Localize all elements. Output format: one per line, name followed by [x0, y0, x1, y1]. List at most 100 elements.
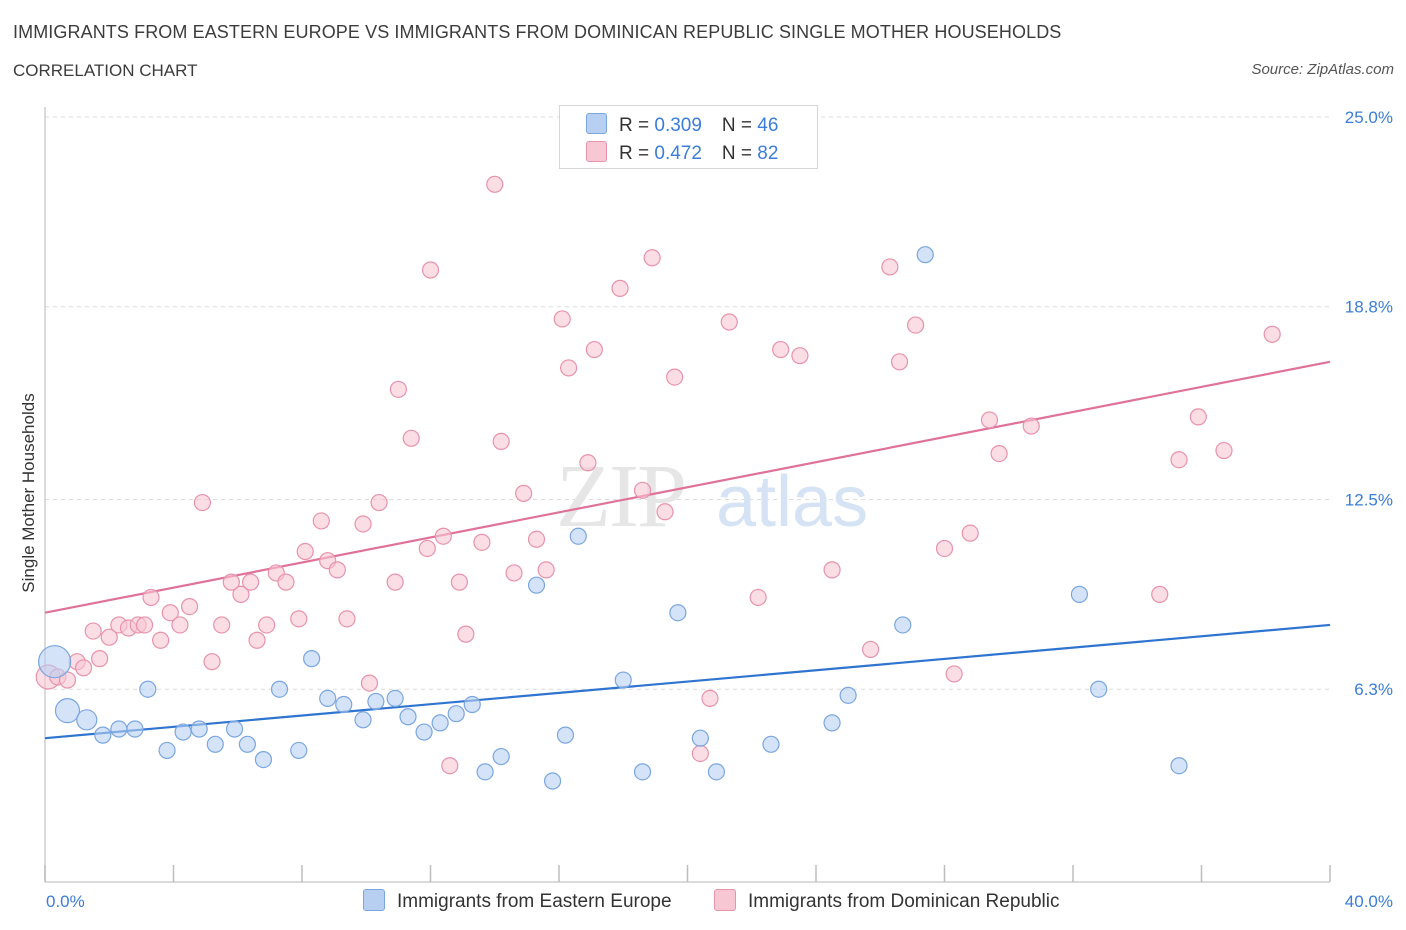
dominican-republic-point — [945, 665, 963, 683]
eastern-europe-point — [633, 763, 652, 781]
eastern-europe-point — [1170, 757, 1188, 775]
y-axis-title: Single Mother Households — [19, 393, 38, 592]
eastern-europe-point — [669, 604, 687, 622]
eastern-europe-point — [691, 729, 709, 747]
blue-swatch — [363, 889, 385, 911]
dominican-republic-point — [277, 573, 295, 591]
r-value: 0.309 — [654, 115, 702, 136]
dominican-republic-point — [862, 640, 880, 659]
x-tick-label: 40.0% — [1345, 892, 1393, 911]
dominican-republic-point — [791, 347, 809, 365]
source-label: Source: ZipAtlas.com — [1251, 61, 1394, 78]
eastern-europe-point — [174, 723, 192, 741]
y-tick-label: 25.0% — [1345, 108, 1393, 127]
dominican-republic-point — [91, 650, 109, 668]
dominican-republic-point — [492, 432, 510, 450]
dominican-republic-point — [772, 340, 790, 359]
eastern-europe-point — [556, 726, 575, 744]
y-tick-label: 6.3% — [1354, 680, 1393, 699]
dominican-republic-point — [180, 597, 199, 616]
dominican-republic-point — [457, 625, 475, 643]
blue-swatch — [586, 113, 607, 134]
dominican-republic-point — [248, 631, 266, 649]
y-tick-label: 18.8% — [1345, 298, 1393, 317]
dominican-republic-point — [142, 588, 160, 607]
eastern-europe-point — [543, 772, 562, 790]
eastern-europe-point — [463, 695, 481, 714]
n-label: N = — [721, 143, 758, 164]
tick-labels: 6.3% 12.5% 18.8% 25.0% 0.0% 40.0% — [46, 108, 1393, 911]
pink-swatch — [586, 141, 607, 162]
eastern-europe-point — [367, 692, 385, 711]
eastern-europe-point — [335, 695, 353, 714]
dominican-republic-point — [1170, 451, 1188, 469]
eastern-europe-point — [94, 726, 112, 744]
dominican-republic-point — [656, 503, 674, 521]
dominican-republic-point — [560, 359, 578, 377]
legend-item-dominican-republic: Immigrants from Dominican Republic — [714, 889, 1060, 913]
eastern-europe-point — [614, 671, 632, 689]
dominican-republic-point — [579, 454, 597, 472]
eastern-europe-point — [158, 741, 176, 760]
dominican-republic-point — [193, 493, 212, 512]
dominican-republic-trend-line — [44, 360, 1331, 614]
dominican-republic-point — [296, 542, 314, 561]
eastern-europe-point — [431, 714, 449, 732]
dominican-republic-point — [434, 527, 452, 545]
eastern-europe-point — [707, 763, 726, 781]
dominican-republic-point — [242, 573, 260, 591]
eastern-europe-point — [139, 680, 157, 698]
stats-legend: R = 0.309 N = 46 R = 0.472 N = 82 — [559, 105, 818, 169]
watermark: ZIP atlas — [556, 447, 868, 546]
dominican-republic-point — [643, 249, 661, 267]
dominican-republic-point — [328, 561, 346, 579]
legend-label: Immigrants from Dominican Republic — [748, 891, 1060, 912]
y-tick-label: 12.5% — [1345, 491, 1393, 510]
dominican-republic-point — [527, 530, 546, 548]
dominican-republic-point — [720, 313, 738, 331]
eastern-europe-point — [415, 723, 433, 741]
dominican-republic-point — [881, 258, 899, 276]
eastern-europe-point — [270, 680, 289, 698]
eastern-europe-point — [319, 689, 337, 708]
trend-lines — [44, 360, 1331, 740]
dominican-republic-point — [370, 493, 388, 512]
dominican-republic-point — [890, 353, 909, 371]
eastern-europe-point — [569, 527, 587, 545]
dominican-republic-point — [418, 539, 436, 558]
eastern-europe-point — [126, 720, 144, 738]
r-value: 0.472 — [654, 143, 702, 164]
dominican-republic-point — [633, 481, 652, 499]
eastern-europe-point — [206, 735, 224, 753]
dominican-republic-point — [486, 175, 504, 193]
grid-lines — [45, 116, 1330, 690]
dominican-republic-point — [961, 524, 979, 542]
eastern-europe-point — [38, 645, 72, 679]
dominican-republic-point — [161, 604, 179, 622]
dominican-republic-point — [749, 588, 767, 607]
dominican-republic-point — [74, 659, 93, 677]
dominican-republic-point — [338, 610, 356, 628]
eastern-europe-point — [823, 714, 841, 732]
axes — [44, 107, 1331, 883]
eastern-europe-point — [254, 750, 273, 769]
dominican-republic-point — [1151, 585, 1169, 603]
eastern-europe-point — [303, 650, 321, 668]
dominican-republic-point — [100, 628, 118, 646]
dominican-republic-point — [441, 757, 459, 775]
eastern-europe-point — [527, 576, 546, 594]
dominican-republic-point — [1263, 325, 1281, 343]
eastern-europe-point — [1090, 680, 1108, 698]
dominican-republic-point — [537, 561, 555, 579]
dominican-republic-point — [360, 674, 379, 692]
legend-row-dominican-republic: R = 0.472 N = 82 — [586, 141, 778, 165]
dominican-republic-point — [312, 512, 330, 530]
eastern-europe-point — [76, 709, 98, 731]
dominican-republic-point — [84, 622, 102, 640]
dominican-republic-point — [935, 539, 954, 558]
eastern-europe-trend-line — [44, 623, 1331, 740]
dominican-republic-point — [980, 411, 999, 429]
eastern-europe-point — [290, 741, 308, 760]
x-tick-label: 0.0% — [46, 892, 85, 911]
legend-label: Immigrants from Eastern Europe — [397, 891, 672, 912]
